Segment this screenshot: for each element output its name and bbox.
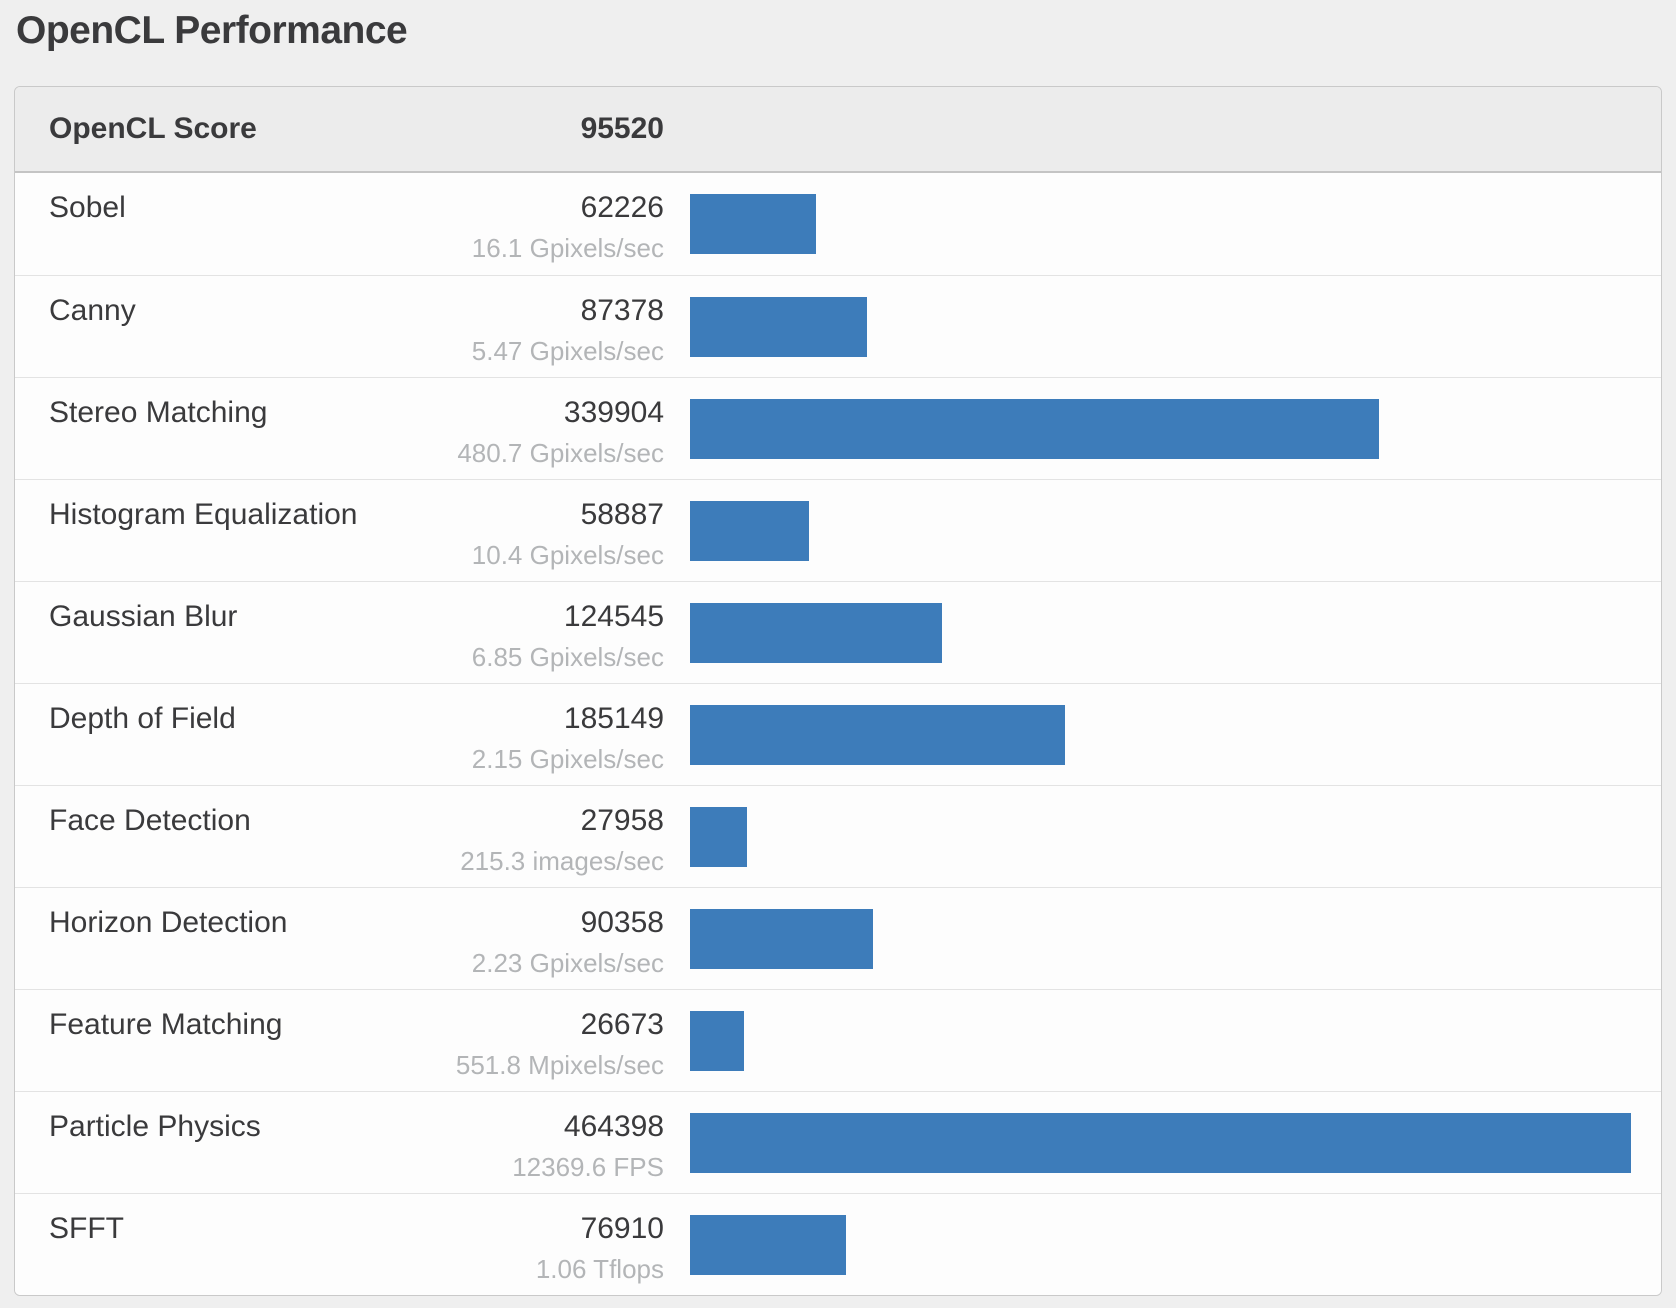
benchmark-bar-cell	[664, 697, 1631, 765]
benchmark-row: Stereo Matching 339904 480.7 Gpixels/sec	[15, 377, 1661, 479]
benchmark-score-bar	[690, 909, 874, 969]
benchmark-bar-cell	[664, 595, 1631, 663]
benchmark-bar-track	[690, 1011, 1631, 1071]
benchmark-score-bar	[690, 807, 747, 867]
benchmark-row: Horizon Detection 90358 2.23 Gpixels/sec	[15, 887, 1661, 989]
benchmark-bar-cell	[664, 1003, 1631, 1071]
opencl-score-table: OpenCL Score 95520 Sobel 62226 16.1 Gpix…	[14, 86, 1662, 1296]
benchmark-rate: 10.4 Gpixels/sec	[471, 540, 664, 570]
benchmark-score: 124545	[563, 600, 664, 633]
benchmark-score: 90358	[580, 906, 664, 939]
benchmark-bar-track	[690, 1113, 1631, 1173]
benchmark-rate: 215.3 images/sec	[460, 846, 664, 876]
benchmark-label: Depth of Field	[49, 702, 236, 735]
benchmark-score: 58887	[580, 498, 664, 531]
page-title: OpenCL Performance	[16, 9, 408, 52]
benchmark-score-bar	[690, 399, 1379, 459]
benchmark-rate: 2.23 Gpixels/sec	[471, 948, 664, 978]
benchmark-label: Sobel	[49, 191, 126, 224]
benchmark-score: 27958	[580, 804, 664, 837]
benchmark-bar-cell	[664, 1105, 1631, 1173]
benchmark-bar-cell	[664, 1207, 1631, 1275]
benchmark-label: SFFT	[49, 1212, 124, 1245]
benchmark-bar-cell	[664, 493, 1631, 561]
benchmark-rate: 551.8 Mpixels/sec	[455, 1050, 664, 1080]
benchmark-rate: 16.1 Gpixels/sec	[471, 233, 664, 263]
benchmark-row: Face Detection 27958 215.3 images/sec	[15, 785, 1661, 887]
benchmark-score: 87378	[580, 294, 664, 327]
benchmark-label: Particle Physics	[49, 1110, 261, 1143]
benchmark-score-bar	[690, 1011, 744, 1071]
benchmark-row: Histogram Equalization 58887 10.4 Gpixel…	[15, 479, 1661, 581]
benchmark-bar-track	[690, 603, 1631, 663]
benchmark-score: 464398	[563, 1110, 664, 1143]
benchmark-bar-track	[690, 1215, 1631, 1275]
benchmark-score-bar	[690, 705, 1066, 765]
benchmark-row: Feature Matching 26673 551.8 Mpixels/sec	[15, 989, 1661, 1091]
benchmark-rate: 12369.6 FPS	[512, 1152, 664, 1182]
benchmark-bar-cell	[664, 901, 1631, 969]
benchmark-score-bar	[690, 603, 943, 663]
benchmark-score: 76910	[580, 1212, 664, 1245]
benchmark-score-bar	[690, 1113, 1631, 1173]
benchmark-score-bar	[690, 501, 810, 561]
score-table-header-row: OpenCL Score 95520	[15, 87, 1661, 173]
benchmark-score: 62226	[580, 191, 664, 224]
benchmark-row: SFFT 76910 1.06 Tflops	[15, 1193, 1661, 1295]
benchmark-bar-cell	[664, 391, 1631, 459]
benchmark-label: Histogram Equalization	[49, 498, 358, 531]
benchmark-row: Sobel 62226 16.1 Gpixels/sec	[15, 173, 1661, 275]
benchmark-bar-track	[690, 399, 1631, 459]
benchmark-rate: 2.15 Gpixels/sec	[471, 744, 664, 774]
benchmark-score: 185149	[563, 702, 664, 735]
benchmark-score: 26673	[580, 1008, 664, 1041]
score-header-value: 95520	[580, 112, 664, 145]
benchmark-score-bar	[690, 1215, 846, 1275]
benchmark-score-bar	[690, 194, 817, 254]
benchmark-bar-track	[690, 807, 1631, 867]
benchmark-bar-track	[690, 501, 1631, 561]
score-header-label: OpenCL Score	[49, 112, 257, 145]
benchmark-rate: 5.47 Gpixels/sec	[471, 336, 664, 366]
benchmark-rate: 6.85 Gpixels/sec	[471, 642, 664, 672]
benchmark-bar-track	[690, 297, 1631, 357]
benchmark-row: Gaussian Blur 124545 6.85 Gpixels/sec	[15, 581, 1661, 683]
benchmark-rate: 480.7 Gpixels/sec	[457, 438, 664, 468]
benchmark-bar-track	[690, 705, 1631, 765]
benchmark-row: Canny 87378 5.47 Gpixels/sec	[15, 275, 1661, 377]
benchmark-bar-cell	[664, 799, 1631, 867]
benchmark-score: 339904	[563, 396, 664, 429]
benchmark-score-bar	[690, 297, 868, 357]
benchmark-label: Horizon Detection	[49, 906, 288, 939]
benchmark-rate: 1.06 Tflops	[535, 1254, 664, 1284]
benchmark-label: Gaussian Blur	[49, 600, 238, 633]
benchmark-rows: Sobel 62226 16.1 Gpixels/sec Canny 87378…	[15, 173, 1661, 1295]
benchmark-bar-track	[690, 194, 1631, 254]
benchmark-label: Canny	[49, 294, 136, 327]
benchmark-bar-track	[690, 909, 1631, 969]
benchmark-label: Face Detection	[49, 804, 251, 837]
benchmark-row: Depth of Field 185149 2.15 Gpixels/sec	[15, 683, 1661, 785]
benchmark-label: Stereo Matching	[49, 396, 268, 429]
benchmark-row: Particle Physics 464398 12369.6 FPS	[15, 1091, 1661, 1193]
benchmark-bar-cell	[664, 289, 1631, 357]
benchmark-label: Feature Matching	[49, 1008, 283, 1041]
benchmark-bar-cell	[664, 186, 1631, 254]
